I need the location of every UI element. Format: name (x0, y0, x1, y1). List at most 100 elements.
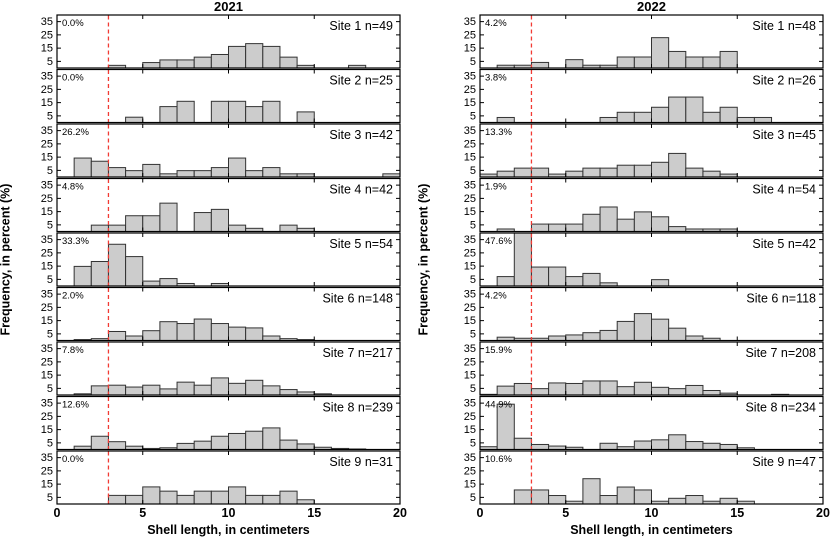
y-tick-label: 15 (41, 424, 53, 436)
histogram-bar (73, 265, 92, 287)
histogram-bar (599, 495, 618, 505)
site-label: Site 8 n=234 (745, 401, 816, 415)
y-tick-label: 35 (464, 343, 476, 355)
histogram-bar (107, 494, 127, 505)
histogram-bar (210, 53, 230, 69)
histogram-bar (548, 335, 567, 341)
histogram-bar (279, 439, 298, 450)
y-tick-label: 25 (464, 465, 476, 477)
y-tick-label: 5 (470, 110, 476, 122)
y-tick-label: 15 (41, 315, 53, 327)
histogram-bar (496, 276, 515, 287)
y-tick-label: 35 (41, 289, 53, 301)
y-tick-label: 15 (464, 315, 476, 327)
histogram-bar (262, 100, 281, 124)
histogram-bar (530, 61, 550, 69)
site-label: Site 4 n=42 (329, 183, 393, 197)
histogram-bar (668, 226, 687, 233)
histogram-bar (548, 495, 567, 505)
y-tick-label: 35 (464, 16, 476, 28)
y-tick-label: 15 (464, 97, 476, 109)
below-line-pct-label: 2.0% (62, 291, 84, 302)
histogram-bar (193, 440, 212, 450)
histogram-bar (176, 381, 195, 396)
below-line-pct-label: 0.0% (62, 18, 84, 29)
histogram-bar (210, 100, 230, 124)
y-tick-label: 15 (41, 479, 53, 491)
y-tick-label: 25 (464, 411, 476, 423)
y-tick-label: 35 (41, 180, 53, 192)
x-tick-label: 0 (477, 506, 484, 520)
site-label: Site 2 n=26 (752, 74, 816, 88)
y-tick-label: 35 (464, 71, 476, 83)
histogram-bar (668, 497, 687, 505)
histogram-bar (210, 208, 230, 232)
histogram-bar (73, 157, 92, 178)
histogram-bar (719, 106, 738, 123)
site-label: Site 5 n=54 (329, 237, 393, 251)
below-line-pct-label: 10.6% (485, 454, 512, 465)
histogram-bar (633, 313, 653, 342)
column-title-2021: 2021 (214, 0, 243, 14)
histogram-bar (616, 218, 635, 233)
histogram-bar (125, 215, 144, 232)
x-axis-label: Shell length, in centimeters (570, 523, 733, 537)
histogram-bar (176, 442, 195, 450)
histogram-bar (685, 96, 704, 123)
histogram-bar (228, 100, 247, 124)
histogram-bar (530, 167, 550, 178)
y-tick-label: 25 (41, 411, 53, 423)
histogram-bar (616, 111, 635, 124)
histogram-bar (142, 163, 161, 178)
histogram-bar (651, 37, 670, 69)
histogram-bar (685, 384, 704, 396)
histogram-bar (668, 50, 687, 69)
histogram-bar (513, 489, 532, 505)
histogram-bar (685, 167, 704, 178)
histogram-bar (296, 443, 315, 450)
histogram-bar (159, 202, 178, 233)
y-tick-label: 25 (464, 193, 476, 205)
histogram-bar (159, 278, 178, 287)
histogram-bar (125, 494, 144, 505)
histogram-bar (582, 332, 601, 341)
histogram-bar (142, 62, 161, 69)
histogram-bar (142, 384, 161, 396)
histogram-bar (685, 335, 704, 341)
histogram-bar (262, 385, 281, 396)
histogram-bar (702, 56, 721, 69)
below-line-pct-label: 15.9% (485, 345, 512, 356)
y-tick-label: 25 (41, 138, 53, 150)
y-tick-label: 25 (41, 247, 53, 259)
histogram-bar (651, 318, 670, 342)
histogram-bar (228, 326, 247, 341)
site-label: Site 3 n=45 (752, 128, 816, 142)
site-label: Site 9 n=31 (329, 455, 393, 469)
y-tick-label: 15 (464, 206, 476, 218)
y-tick-label: 25 (41, 193, 53, 205)
histogram-bar (107, 384, 127, 396)
histogram-bar (582, 380, 601, 396)
histogram-bar (125, 335, 144, 341)
site-label: Site 1 n=49 (329, 19, 393, 33)
site-label: Site 7 n=217 (322, 346, 393, 360)
y-tick-label: 25 (41, 302, 53, 314)
below-line-pct-label: 4.8% (62, 182, 84, 193)
below-line-pct-label: 7.8% (62, 345, 84, 356)
year-column-2021: 2021 Frequency, in percent (%) 5 15 25 35 0.… (0, 0, 417, 548)
y-tick-label: 5 (470, 56, 476, 68)
histogram-bar (245, 43, 264, 69)
histogram-bar (176, 323, 195, 342)
y-tick-label: 5 (470, 219, 476, 231)
histogram-bar (599, 206, 618, 233)
histogram-bar (279, 490, 298, 505)
x-axis-label: Shell length, in centimeters (147, 523, 310, 537)
histogram-bar (159, 490, 178, 505)
histogram-bar (685, 495, 704, 505)
histogram-bar (530, 388, 550, 396)
site-label: Site 8 n=239 (322, 401, 393, 415)
histogram-bar (548, 266, 567, 287)
site-label: Site 5 n=42 (752, 237, 816, 251)
histogram-bar (228, 382, 247, 396)
